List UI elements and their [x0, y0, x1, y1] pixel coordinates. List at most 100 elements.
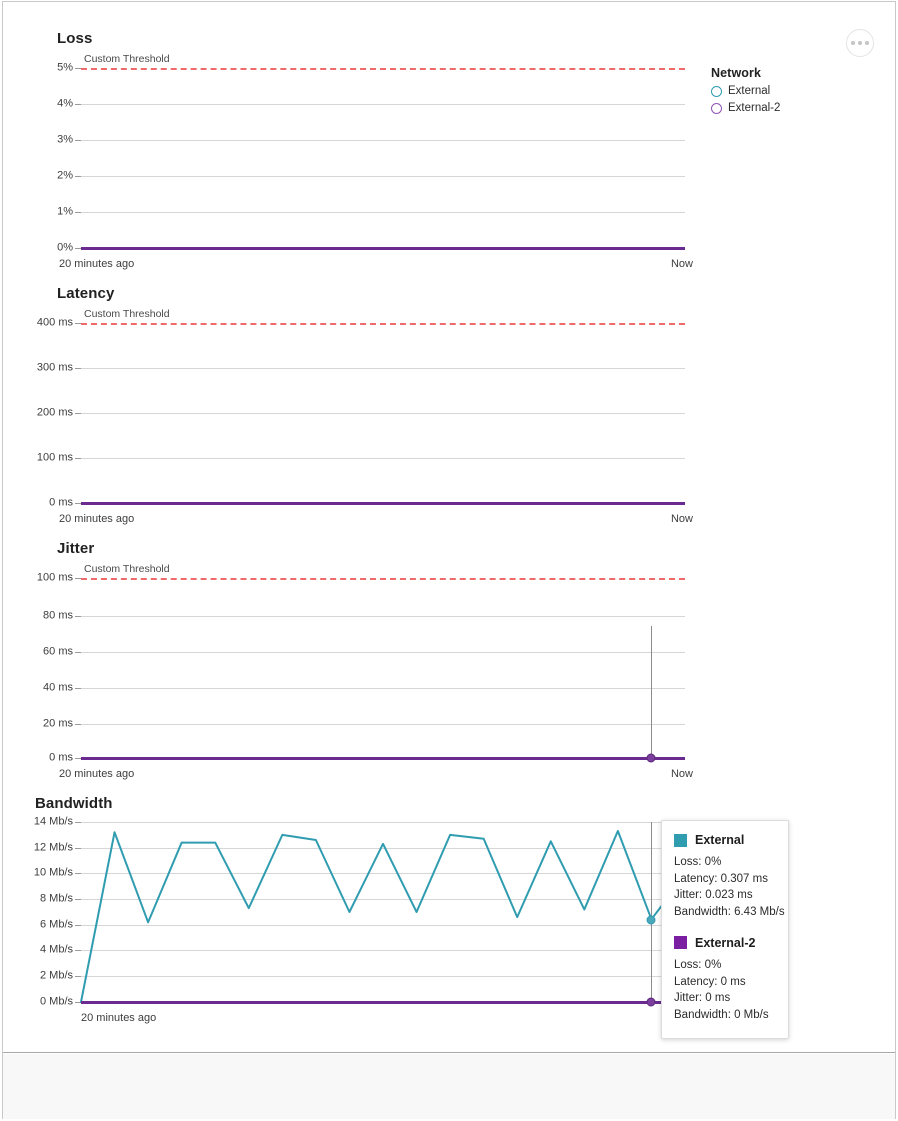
legend-item-label: External-2	[728, 102, 781, 114]
y-tick-label: 200 ms	[36, 406, 73, 419]
y-tick-label: 3%	[57, 133, 73, 146]
hover-point-external-2	[646, 753, 656, 763]
y-tick-label: 0 Mb/s	[39, 995, 73, 1008]
x-axis-start-label: 20 minutes ago	[59, 258, 135, 270]
legend-item-external-2[interactable]: External-2	[711, 100, 871, 116]
tick-stub	[75, 458, 81, 459]
tooltip-series-name: External	[695, 833, 745, 847]
y-tick-label: 5%	[57, 61, 73, 74]
tooltip-header: External-2	[674, 936, 776, 950]
network-legend: Network External External-2	[711, 66, 871, 116]
gridline	[81, 176, 685, 177]
gridline	[81, 950, 685, 951]
hover-point-external-2	[646, 997, 656, 1007]
gridline	[81, 848, 685, 849]
y-tick-label: 400 ms	[36, 316, 73, 329]
tooltip-series-name: External-2	[695, 935, 756, 950]
tick-stub	[75, 413, 81, 414]
x-axis-end-label: Now	[670, 513, 693, 525]
legend-item-external[interactable]: External	[711, 83, 871, 99]
tick-stub	[75, 323, 81, 324]
tooltip-metric-latency: Latency: 0 ms	[674, 975, 746, 988]
gridline	[81, 68, 685, 69]
plot-area-jitter[interactable]: Custom Threshold 100 ms 80 ms 60 ms 40 m…	[37, 563, 693, 780]
y-tick-label: 300 ms	[36, 361, 73, 374]
series-line-external-2	[81, 1001, 685, 1004]
gridline	[81, 616, 685, 617]
y-tick-label: 1%	[57, 205, 73, 218]
threshold-line	[81, 578, 685, 580]
tick-stub	[75, 925, 81, 926]
y-tick-label: 0 ms	[49, 751, 73, 764]
tick-stub	[75, 758, 81, 759]
gridline	[81, 688, 685, 689]
tooltip-metric-loss: Loss: 0%	[674, 856, 722, 868]
x-axis-end-label: Now	[670, 258, 693, 270]
y-tick-label: 4 Mb/s	[39, 943, 73, 956]
plot-area-latency[interactable]: Custom Threshold 400 ms 300 ms 200 ms 10…	[37, 308, 693, 525]
tick-stub	[75, 652, 81, 653]
x-axis-start-label: 20 minutes ago	[81, 1012, 157, 1024]
plot-area-bandwidth[interactable]: 14 Mb/s 12 Mb/s 10 Mb/s 8 Mb/s 6 Mb/s 4 …	[34, 816, 686, 1024]
y-tick-label: 40 ms	[43, 681, 73, 694]
gridline	[81, 458, 685, 459]
series-line-external-2	[81, 247, 685, 250]
chart-title: Latency	[57, 285, 115, 302]
tooltip-metric-latency: Latency: 0.307 ms	[674, 872, 768, 885]
tick-stub	[75, 899, 81, 900]
gridline	[81, 925, 685, 926]
threshold-line	[81, 68, 685, 70]
threshold-label: Custom Threshold	[84, 53, 170, 65]
tick-stub	[75, 688, 81, 689]
x-axis-start-label: 20 minutes ago	[59, 513, 135, 525]
tick-stub	[75, 503, 81, 504]
y-tick-label: 100 ms	[36, 451, 73, 464]
tick-stub	[75, 104, 81, 105]
y-tick-label: 14 Mb/s	[33, 815, 73, 828]
tick-stub	[75, 724, 81, 725]
tick-stub	[75, 368, 81, 369]
y-tick-label: 20 ms	[43, 717, 73, 730]
hover-crosshair-line	[651, 822, 652, 1002]
threshold-line	[81, 323, 685, 325]
chart-title: Jitter	[57, 540, 95, 557]
y-tick-label: 60 ms	[43, 645, 73, 658]
tick-stub	[75, 976, 81, 977]
tooltip-metric-bandwidth: Bandwidth: 0 Mb/s	[674, 1008, 769, 1021]
y-tick-label: 12 Mb/s	[33, 841, 73, 854]
hover-point-external	[646, 915, 656, 925]
x-axis-end-label: Now	[670, 768, 693, 780]
footer-bar	[3, 1054, 895, 1119]
gridline	[81, 212, 685, 213]
gridline	[81, 368, 685, 369]
gridline	[81, 899, 685, 900]
tooltip-group-external-2: External-2 Loss: 0% Latency: 0 ms Jitter…	[674, 936, 776, 1024]
hover-crosshair-line	[651, 626, 652, 758]
y-tick-label: 80 ms	[43, 609, 73, 622]
gridline	[81, 140, 685, 141]
tick-stub	[75, 616, 81, 617]
chart-latency: Latency Custom Threshold 400 ms 300 ms 2…	[37, 285, 757, 535]
tick-stub	[75, 140, 81, 141]
tick-stub	[75, 68, 81, 69]
chart-jitter: Jitter Custom Threshold 100 ms 80 ms 60 …	[37, 540, 757, 790]
dot-icon	[851, 41, 855, 45]
y-tick-label: 10 Mb/s	[33, 866, 73, 879]
gridline	[81, 724, 685, 725]
tooltip-metric-jitter: Jitter: 0 ms	[674, 992, 731, 1005]
more-options-button[interactable]	[846, 29, 874, 57]
circle-marker-icon	[711, 102, 722, 114]
legend-title: Network	[711, 66, 762, 80]
tick-stub	[75, 822, 81, 823]
tooltip-metric-jitter: Jitter: 0.023 ms	[674, 889, 753, 902]
gridline	[81, 873, 685, 874]
tick-stub	[75, 848, 81, 849]
x-axis-start-label: 20 minutes ago	[59, 768, 135, 780]
plot-area-loss[interactable]: Custom Threshold 5% 4% 3% 2% 1% 0%	[57, 53, 693, 270]
tooltip-metric-bandwidth: Bandwidth: 6.43 Mb/s	[674, 906, 785, 919]
gridline	[81, 104, 685, 105]
color-swatch-icon	[674, 936, 687, 950]
threshold-label: Custom Threshold	[84, 563, 170, 575]
y-tick-label: 0%	[57, 241, 73, 254]
legend-item-label: External	[728, 85, 771, 97]
